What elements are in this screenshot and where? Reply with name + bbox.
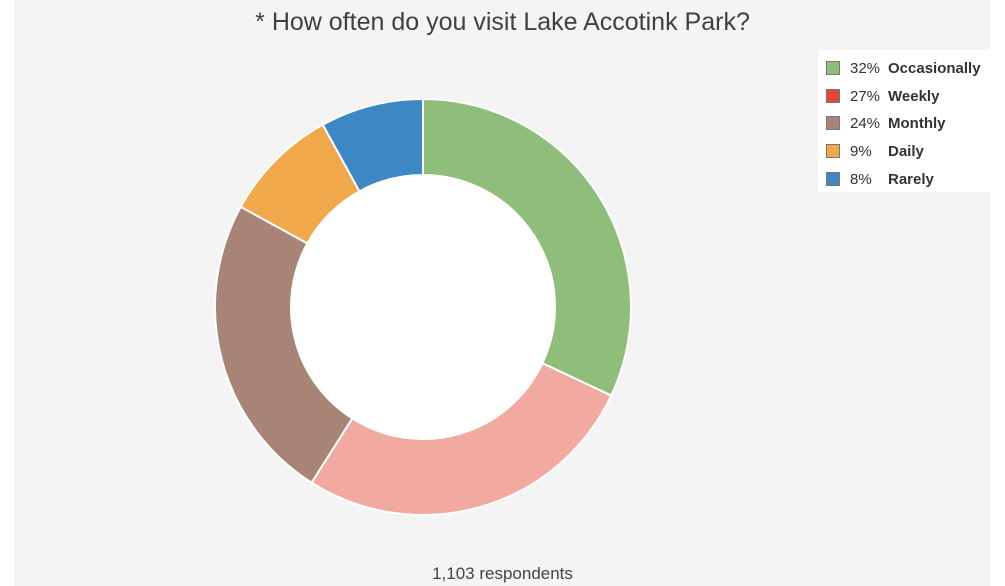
legend-pct-rarely: 8% (850, 170, 872, 188)
legend-pct-monthly: 24% (850, 114, 881, 132)
legend-pct-weekly: 27% (850, 87, 881, 105)
donut-slice-rarely[interactable] (321, 97, 424, 193)
donut-hole (292, 176, 554, 438)
donut-slice-monthly[interactable] (214, 205, 354, 485)
legend-label-daily: Daily (888, 142, 924, 160)
legend-item-daily[interactable]: 9% Daily (826, 141, 924, 161)
chart-legend: 32% Occasionally 27% Weekly 24% Monthly … (818, 50, 994, 192)
legend-label-rarely: Rarely (888, 170, 934, 188)
legend-swatch-monthly (826, 116, 840, 130)
legend-label-monthly: Monthly (888, 114, 946, 132)
legend-swatch-rarely (826, 172, 840, 186)
legend-item-rarely[interactable]: 8% Rarely (826, 169, 934, 189)
legend-swatch-weekly (826, 89, 840, 103)
legend-label-weekly: Weekly (888, 87, 940, 105)
legend-item-monthly[interactable]: 24% Monthly (826, 113, 946, 133)
legend-item-weekly[interactable]: 27% Weekly (826, 86, 939, 106)
legend-label-occasionally: Occasionally (888, 59, 981, 77)
donut-slice-occasionally[interactable] (422, 97, 632, 397)
legend-pct-occasionally: 32% (850, 59, 881, 77)
respondent-count: 1,103 respondents (432, 564, 573, 583)
chart-title: * How often do you visit Lake Accotink P… (255, 8, 750, 36)
legend-item-occasionally[interactable]: 32% Occasionally (826, 58, 981, 78)
legend-pct-daily: 9% (850, 142, 872, 160)
donut-slice-weekly[interactable] (310, 361, 613, 516)
legend-swatch-daily (826, 144, 840, 158)
legend-swatch-occasionally (826, 61, 840, 75)
